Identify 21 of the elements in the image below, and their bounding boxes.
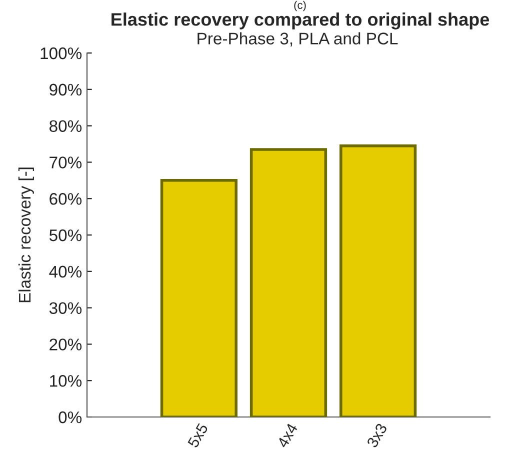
bar (250, 148, 328, 417)
y-tick-label: 70% (50, 156, 82, 168)
text: (c) (294, 0, 306, 12)
y-tick-label: 80% (50, 120, 82, 132)
x-tick-label: 4x4 (276, 422, 298, 448)
y-tick-label: 30% (49, 302, 82, 314)
chart-subtitle: Pre-Phase 3, PLA and PCL (198, 32, 398, 46)
x-tick-label: 3x3 (366, 422, 388, 448)
y-tick-label: 40% (49, 266, 82, 278)
y-tick-label: 0% (58, 411, 82, 424)
y-tick-label: 90% (50, 84, 82, 96)
y-tick-label: 60% (50, 193, 82, 205)
y-tick-label: 50% (49, 229, 82, 242)
chart-title: Elastic recovery compared to original shape (112, 12, 490, 30)
x-tick-label: 5x5 (187, 422, 208, 448)
bar (340, 144, 417, 417)
y-axis-title: Elastic recovery [-] (18, 168, 34, 302)
y-tick-label: 10% (50, 375, 82, 387)
y-tick-label: 100% (40, 47, 82, 60)
y-tick-label: 20% (50, 338, 82, 350)
bar (160, 179, 238, 417)
